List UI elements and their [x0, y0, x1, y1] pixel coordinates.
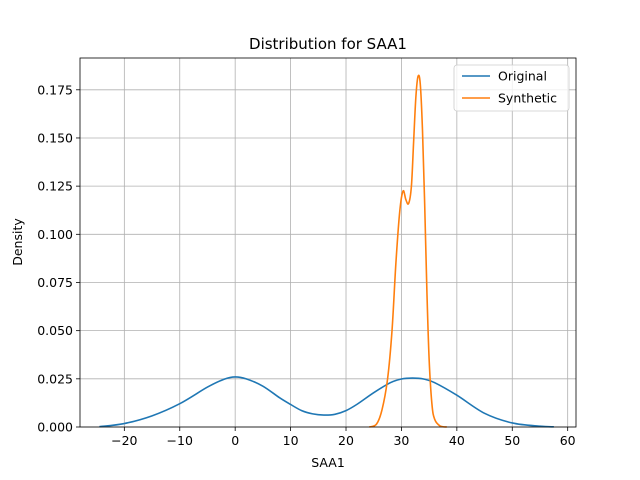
y-tick-label: 0.075: [37, 275, 73, 290]
legend-label-synthetic: Synthetic: [498, 91, 557, 106]
legend-label-original: Original: [498, 69, 547, 84]
y-tick-label: 0.100: [37, 227, 73, 242]
legend: Original Synthetic: [453, 64, 570, 112]
plot-frame: [79, 57, 577, 428]
series-line-original: [99, 376, 554, 428]
y-tick-label: 0.025: [37, 371, 73, 386]
series-lines: [99, 74, 554, 428]
grid: [80, 58, 576, 428]
y-tick-label: 0.150: [37, 130, 73, 145]
y-tick-label: 0.050: [37, 323, 73, 338]
x-tick-label: 20: [338, 433, 354, 448]
y-axis: 0.000 0.025 0.050 0.075 0.100 0.125 0.150 0.175: [37, 82, 80, 435]
series-line-synthetic: [368, 74, 447, 428]
x-tick-label: 0: [231, 433, 239, 448]
x-tick-label: 30: [393, 433, 409, 448]
x-tick-label: 50: [504, 433, 520, 448]
x-tick-label: 10: [283, 433, 299, 448]
y-axis-title: Density: [10, 218, 25, 266]
x-axis: −20 −10 0 10 20 30 40 50 60: [111, 427, 576, 448]
y-tick-label: 0.000: [37, 420, 73, 435]
x-tick-label: 40: [449, 433, 465, 448]
x-tick-label: −20: [111, 433, 137, 448]
x-axis-title: SAA1: [311, 455, 345, 470]
chart-title: Distribution for SAA1: [249, 35, 407, 53]
y-tick-label: 0.175: [37, 82, 73, 97]
x-tick-label: −10: [167, 433, 193, 448]
y-tick-label: 0.125: [37, 179, 73, 194]
x-tick-label: 60: [560, 433, 576, 448]
